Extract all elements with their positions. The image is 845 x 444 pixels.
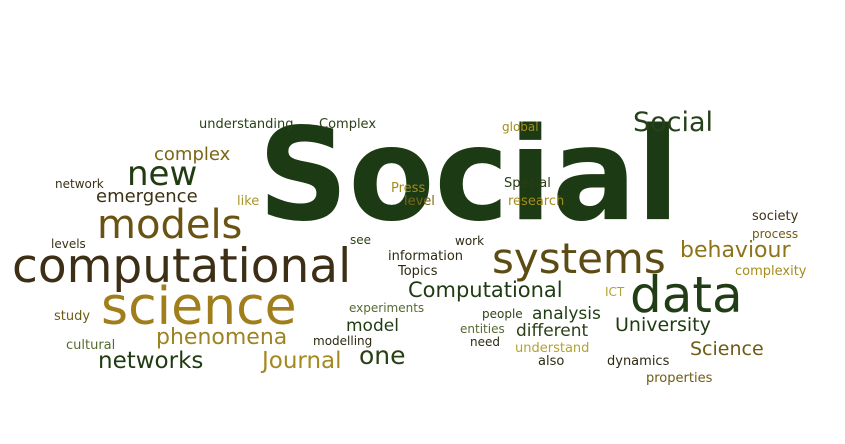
- word-systems: systems: [492, 234, 666, 283]
- word-dynamics: dynamics: [607, 354, 670, 369]
- word-social-small: Social: [633, 107, 714, 138]
- word-research: research: [508, 194, 565, 209]
- word-work: work: [455, 234, 485, 248]
- word-like: like: [237, 194, 260, 209]
- word-behaviour: behaviour: [680, 238, 791, 263]
- word-see: see: [350, 233, 372, 247]
- word-networks: networks: [98, 348, 204, 374]
- word-social-main: Social: [258, 101, 680, 250]
- word-experiments: experiments: [349, 301, 425, 315]
- word-university: University: [615, 314, 711, 336]
- word-modelling: modelling: [313, 334, 373, 348]
- word-press: Press: [391, 181, 426, 196]
- word-journal: Journal: [262, 348, 342, 374]
- word-levels: levels: [51, 237, 86, 251]
- word-complex-upper: Complex: [319, 117, 377, 132]
- word-complexity: complexity: [735, 264, 807, 279]
- word-understanding: understanding: [199, 117, 294, 132]
- word-society: society: [752, 209, 799, 224]
- word-analysis: analysis: [532, 304, 601, 324]
- word-entities: entities: [460, 322, 505, 336]
- word-phenomena: phenomena: [156, 325, 288, 350]
- word-study: study: [54, 309, 91, 324]
- word-computational-mid: Computational: [408, 278, 563, 302]
- word-science-big: science: [101, 277, 297, 337]
- word-understand: understand: [515, 341, 590, 356]
- word-special: Special: [504, 176, 551, 191]
- word-global: global: [502, 120, 539, 134]
- word-new: new: [127, 154, 198, 194]
- word-cultural: cultural: [66, 338, 116, 353]
- word-people: people: [482, 307, 523, 321]
- word-ict: ICT: [605, 285, 625, 299]
- word-one: one: [359, 341, 406, 370]
- word-models: models: [97, 202, 243, 248]
- word-topics: Topics: [398, 264, 438, 279]
- word-different: different: [516, 321, 589, 341]
- word-data: data: [630, 266, 743, 324]
- word-process: process: [752, 227, 799, 241]
- word-properties: properties: [646, 371, 713, 386]
- word-model: model: [346, 316, 399, 336]
- word-network: network: [55, 177, 104, 191]
- word-emergence: emergence: [96, 186, 198, 207]
- word-science-small: Science: [690, 338, 764, 360]
- word-level: level: [404, 194, 435, 209]
- word-also: also: [538, 354, 565, 369]
- word-computational-big: computational: [12, 239, 352, 294]
- word-information: information: [388, 249, 464, 264]
- word-need: need: [470, 335, 500, 349]
- word-complex-lower: complex: [154, 144, 231, 165]
